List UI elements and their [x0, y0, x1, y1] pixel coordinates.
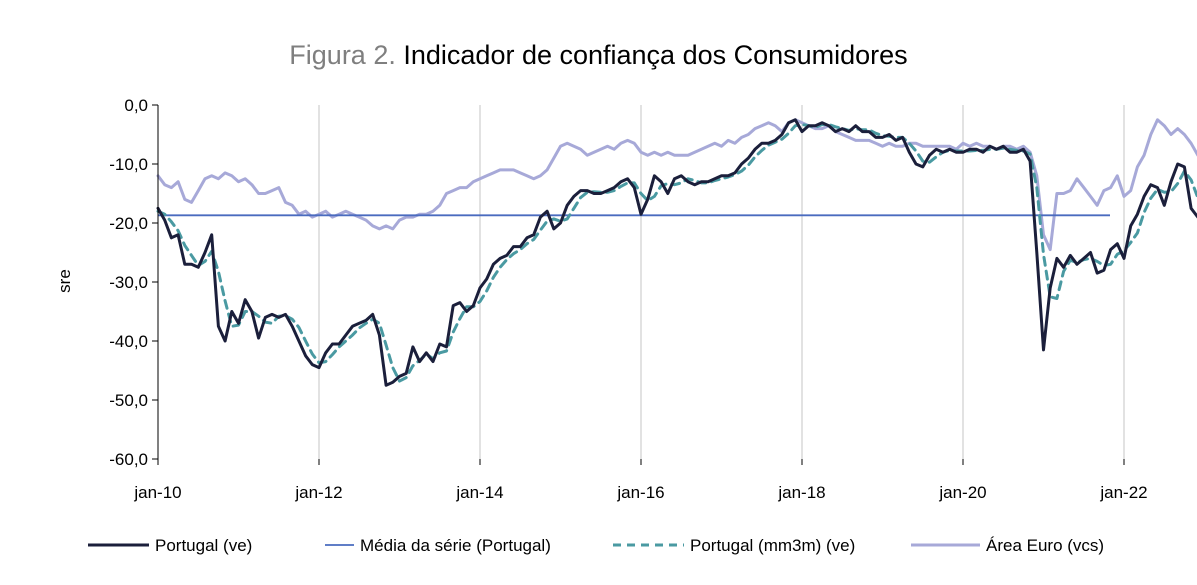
y-tick-label: -10,0: [109, 155, 148, 174]
y-tick-label: -20,0: [109, 214, 148, 233]
x-tick-label: jan-22: [1099, 483, 1147, 502]
legend-label: Área Euro (vcs): [986, 536, 1104, 555]
series-line-portugal-mm3m: [156, 123, 1197, 383]
series-line-euro-area: [156, 118, 1197, 252]
x-tick-label: jan-18: [777, 483, 825, 502]
x-tick-label: jan-14: [455, 483, 503, 502]
chart-title-main: Indicador de confiança dos Consumidores: [403, 40, 908, 70]
x-axis-ticks: jan-10 jan-12 jan-14 jan-16 jan-18 jan-20 jan-…: [133, 459, 1148, 502]
y-axis-ticks: 0,0 -10,0 -20,0 -30,0 -40,0 -50,0 -60,0: [109, 96, 158, 469]
y-tick-label: -40,0: [109, 332, 148, 351]
x-tick-label: jan-10: [133, 483, 181, 502]
x-tick-label: jan-12: [294, 483, 342, 502]
y-tick-label: 0,0: [124, 96, 148, 115]
series-line-portugal: [156, 118, 1197, 387]
y-tick-label: -50,0: [109, 391, 148, 410]
legend-label: Portugal (ve): [155, 536, 252, 555]
x-tick-label: jan-20: [938, 483, 986, 502]
chart-title: Figura 2. Indicador de confiança dos Con…: [0, 40, 1197, 71]
x-tick-label: jan-16: [616, 483, 664, 502]
y-tick-label: -30,0: [109, 273, 148, 292]
chart-title-prefix: Figura 2.: [289, 40, 396, 70]
y-axis-label: sre: [55, 269, 74, 293]
gridlines: [318, 105, 1125, 459]
legend-label: Média da série (Portugal): [360, 536, 551, 555]
legend-label: Portugal (mm3m) (ve): [690, 536, 855, 555]
series-lines: [156, 118, 1197, 387]
legend: Portugal (ve) Média da série (Portugal) Po…: [88, 536, 1104, 555]
y-tick-label: -60,0: [109, 450, 148, 469]
